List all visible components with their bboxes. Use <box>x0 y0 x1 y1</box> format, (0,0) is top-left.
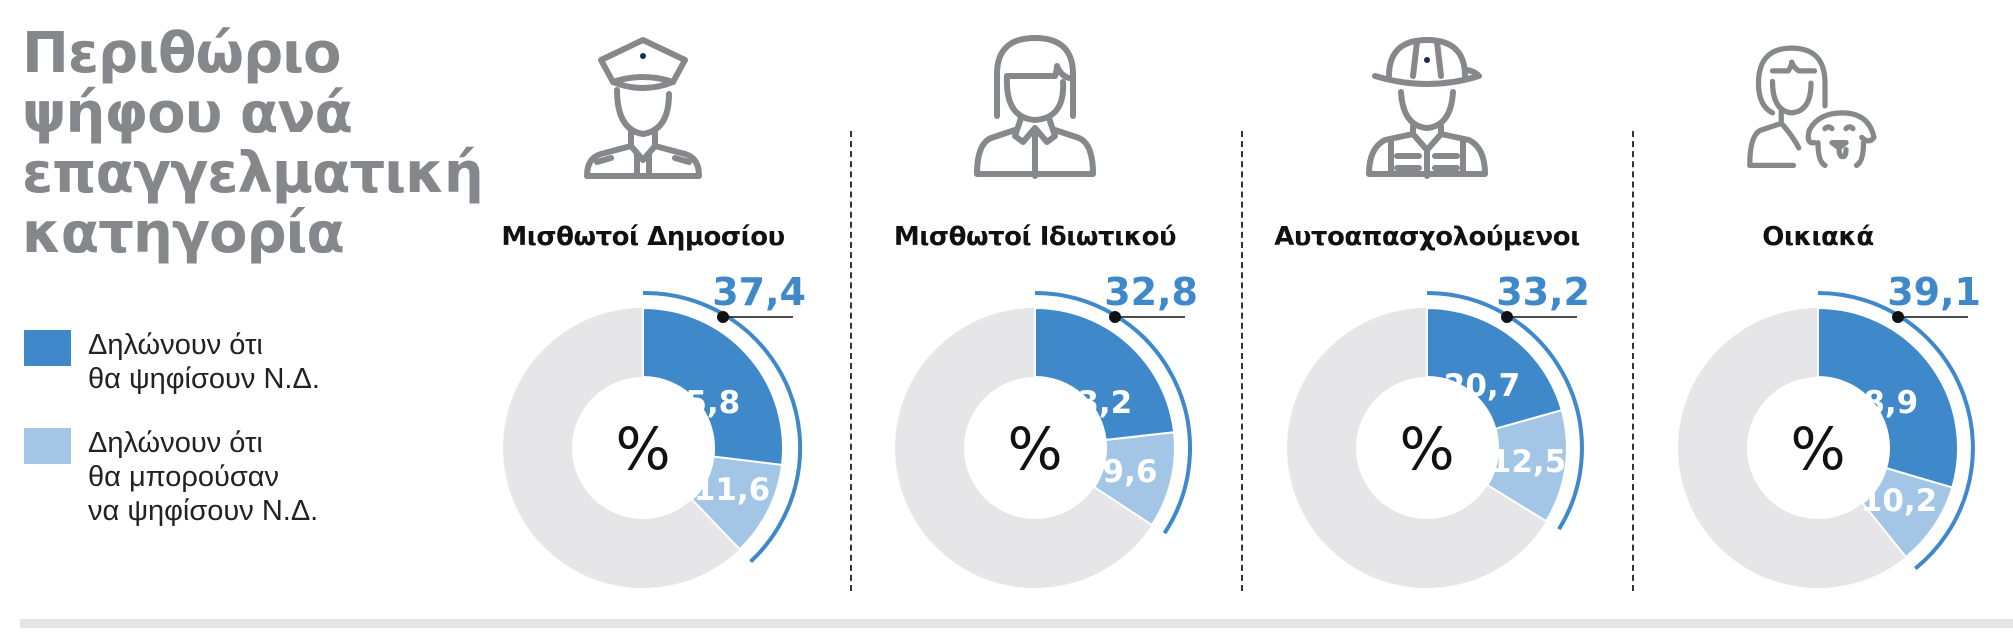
donut-segment-may-vote[interactable] <box>1092 431 1176 527</box>
panel-divider <box>850 131 852 591</box>
may-vote-value: 12,5 <box>1490 444 1567 480</box>
legend-item-may-vote: Δηλώνουν ότι θα μπορούσαν να ψηφίσουν Ν.… <box>24 426 320 528</box>
total-arc <box>1817 291 1975 571</box>
donut-chart: 39,1 28,9 10,2 % <box>1678 270 1981 588</box>
donut-chart: 32,8 23,2 9,6 % <box>895 270 1198 588</box>
total-value: 33,2 <box>1496 270 1590 314</box>
construction-worker-icon <box>1366 37 1488 179</box>
total-value: 37,4 <box>712 270 806 314</box>
total-arc <box>1034 291 1193 535</box>
will-vote-value: 25,8 <box>664 385 741 421</box>
bottom-rule <box>20 619 2013 628</box>
total-arc <box>642 290 803 564</box>
woman-with-dog-icon <box>1747 45 1877 168</box>
legend: Δηλώνουν ότι θα ψηφίσουν Ν.Δ. Δηλώνουν ό… <box>24 328 320 558</box>
total-value: 39,1 <box>1887 270 1981 314</box>
category-label: Μισθωτοί Ιδιωτικού <box>893 222 1177 252</box>
police-officer-icon <box>584 37 702 179</box>
may-vote-value: 10,2 <box>1861 483 1938 519</box>
office-worker-woman-icon <box>974 35 1096 179</box>
panel-public-employees: Μισθωτοί Δημοσίου 37,4 25,8 11,6 % <box>448 0 838 610</box>
panel-divider <box>1241 131 1243 591</box>
will-vote-value: 28,9 <box>1842 385 1919 421</box>
will-vote-value: 20,7 <box>1444 368 1521 404</box>
percent-symbol: % <box>1790 415 1845 483</box>
chart-title: Περιθώριο ψήφου ανά επαγγελματική κατηγο… <box>22 21 484 266</box>
percent-symbol: % <box>1007 415 1062 483</box>
legend-label: Δηλώνουν ότι θα ψηφίσουν Ν.Δ. <box>88 329 320 395</box>
category-label: Αυτοαπασχολούμενοι <box>1274 222 1580 252</box>
total-value: 32,8 <box>1104 270 1198 314</box>
legend-label: Δηλώνουν ότι θα μπορούσαν να ψηφίσουν Ν.… <box>88 427 319 527</box>
percent-symbol: % <box>1399 415 1454 483</box>
may-vote-value: 11,6 <box>694 472 771 508</box>
panel-self-employed: Αυτοαπασχολούμενοι 33,2 20,7 12,5 % <box>1232 0 1622 610</box>
legend-swatch-light <box>24 428 71 464</box>
donut-chart: 37,4 25,8 11,6 % <box>503 270 806 588</box>
donut-chart: 33,2 20,7 12,5 % <box>1287 270 1590 588</box>
may-vote-value: 9,6 <box>1103 454 1158 490</box>
category-label: Μισθωτοί Δημοσίου <box>501 222 785 252</box>
will-vote-value: 23,2 <box>1056 385 1133 421</box>
panel-household: Οικιακά 39,1 28,9 10,2 % <box>1623 0 2013 610</box>
legend-item-will-vote: Δηλώνουν ότι θα ψηφίσουν Ν.Δ. <box>24 328 320 396</box>
category-label: Οικιακά <box>1762 222 1874 252</box>
panel-private-employees: Μισθωτοί Ιδιωτικού 32,8 23,2 9,6 % <box>840 0 1230 610</box>
legend-swatch-dark <box>24 330 71 366</box>
panel-divider <box>1632 131 1634 591</box>
percent-symbol: % <box>615 415 670 483</box>
donut-segment-will-vote[interactable] <box>1034 306 1176 442</box>
total-arc <box>1426 291 1584 531</box>
